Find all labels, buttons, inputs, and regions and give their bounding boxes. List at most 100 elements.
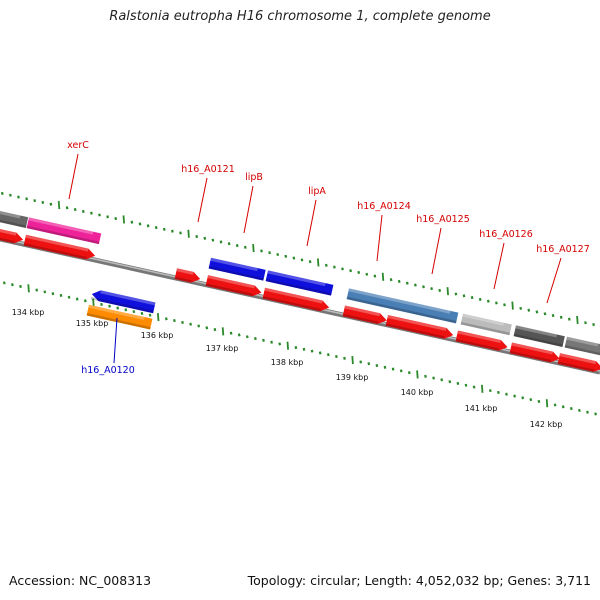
- gene-label[interactable]: xerC: [67, 140, 89, 151]
- minor-tick: [367, 362, 371, 366]
- minor-tick: [497, 390, 500, 394]
- major-tick: [381, 272, 385, 281]
- minor-tick: [300, 258, 304, 262]
- minor-tick: [73, 208, 77, 212]
- minor-tick: [521, 396, 525, 400]
- gene-feature[interactable]: [90, 289, 156, 314]
- minor-tick: [488, 389, 492, 393]
- minor-tick: [83, 299, 87, 303]
- minor-tick: [41, 200, 45, 204]
- gene-feature[interactable]: [0, 227, 24, 245]
- scale-label: 137 kbp: [206, 344, 239, 353]
- minor-tick: [11, 283, 14, 287]
- inner-tick-track: [2, 281, 597, 416]
- minor-tick: [100, 302, 103, 306]
- minor-tick: [140, 311, 144, 315]
- gene-feature[interactable]: [262, 287, 331, 313]
- minor-tick: [326, 353, 330, 357]
- gene-feature[interactable]: [23, 234, 97, 261]
- gene-feature[interactable]: [557, 353, 600, 373]
- gene-label[interactable]: h16_A0125: [416, 214, 470, 225]
- minor-tick: [478, 297, 482, 301]
- minor-tick: [535, 310, 539, 314]
- callout-line: [493, 242, 505, 290]
- minor-tick: [203, 236, 207, 240]
- callout-line: [243, 185, 254, 234]
- minor-tick: [448, 380, 452, 384]
- gene-feature[interactable]: [26, 217, 102, 245]
- minor-tick: [164, 317, 168, 321]
- minor-tick: [333, 265, 336, 269]
- gene-feature[interactable]: [265, 270, 334, 296]
- minor-tick: [405, 281, 409, 285]
- major-tick: [122, 215, 125, 224]
- major-tick: [481, 384, 484, 393]
- callout-line: [113, 317, 118, 364]
- minor-tick: [375, 363, 379, 368]
- minor-tick: [586, 410, 589, 414]
- accession-text: Accession: NC_008313: [9, 573, 152, 588]
- minor-tick: [262, 338, 265, 342]
- gene-label[interactable]: h16_A0127: [536, 244, 590, 255]
- gene-feature[interactable]: [564, 336, 600, 357]
- minor-tick: [470, 296, 474, 300]
- gene-callouts: [68, 153, 562, 364]
- gene-label[interactable]: h16_A0126: [479, 229, 533, 240]
- gene-feature[interactable]: [86, 304, 153, 330]
- callout-line: [306, 199, 317, 247]
- gene-label[interactable]: h16_A0124: [357, 201, 411, 212]
- minor-tick: [373, 274, 377, 278]
- minor-tick: [553, 403, 557, 407]
- minor-tick: [146, 224, 150, 228]
- gene-feature[interactable]: [174, 268, 202, 284]
- minor-tick: [505, 392, 508, 396]
- gene-feature[interactable]: [0, 209, 29, 228]
- major-tick: [545, 399, 549, 408]
- minor-tick: [365, 272, 369, 276]
- minor-tick: [268, 251, 271, 255]
- gene-feature[interactable]: [513, 325, 565, 347]
- gene-feature[interactable]: [509, 342, 561, 365]
- minor-tick: [294, 345, 298, 350]
- minor-tick: [324, 263, 328, 267]
- minor-tick: [33, 199, 37, 203]
- major-tick: [57, 200, 61, 210]
- gene-feature[interactable]: [460, 313, 512, 336]
- minor-tick: [318, 351, 322, 355]
- minor-tick: [67, 295, 71, 299]
- minor-tick: [278, 342, 282, 346]
- gene-feature[interactable]: [385, 315, 455, 340]
- minor-tick: [464, 383, 468, 387]
- minor-tick: [284, 254, 288, 258]
- minor-tick: [260, 249, 263, 253]
- minor-tick: [438, 288, 442, 292]
- minor-tick: [302, 347, 306, 351]
- gene-label[interactable]: lipA: [308, 186, 326, 197]
- callout-line: [431, 227, 442, 275]
- gene-feature[interactable]: [346, 288, 459, 324]
- major-tick: [446, 287, 449, 296]
- minor-tick: [51, 292, 55, 296]
- minor-tick: [430, 287, 433, 291]
- gene-label[interactable]: lipB: [245, 172, 263, 183]
- gene-label[interactable]: h16_A0120: [81, 365, 135, 376]
- minor-tick: [407, 371, 411, 375]
- gene-label[interactable]: h16_A0121: [181, 164, 235, 175]
- minor-tick: [454, 292, 458, 296]
- minor-tick: [243, 245, 247, 249]
- minor-tick: [171, 229, 174, 233]
- gene-feature[interactable]: [208, 257, 266, 281]
- minor-tick: [578, 408, 581, 412]
- major-tick: [511, 301, 514, 310]
- minor-tick: [162, 227, 166, 231]
- gene-feature[interactable]: [342, 305, 388, 325]
- gene-feature[interactable]: [455, 330, 509, 353]
- minor-tick: [456, 381, 460, 385]
- minor-tick: [2, 281, 6, 285]
- gene-feature[interactable]: [205, 275, 263, 298]
- minor-tick: [9, 193, 12, 197]
- minor-tick: [349, 269, 352, 273]
- minor-tick: [49, 202, 53, 206]
- major-tick: [317, 258, 320, 267]
- minor-tick: [116, 306, 120, 310]
